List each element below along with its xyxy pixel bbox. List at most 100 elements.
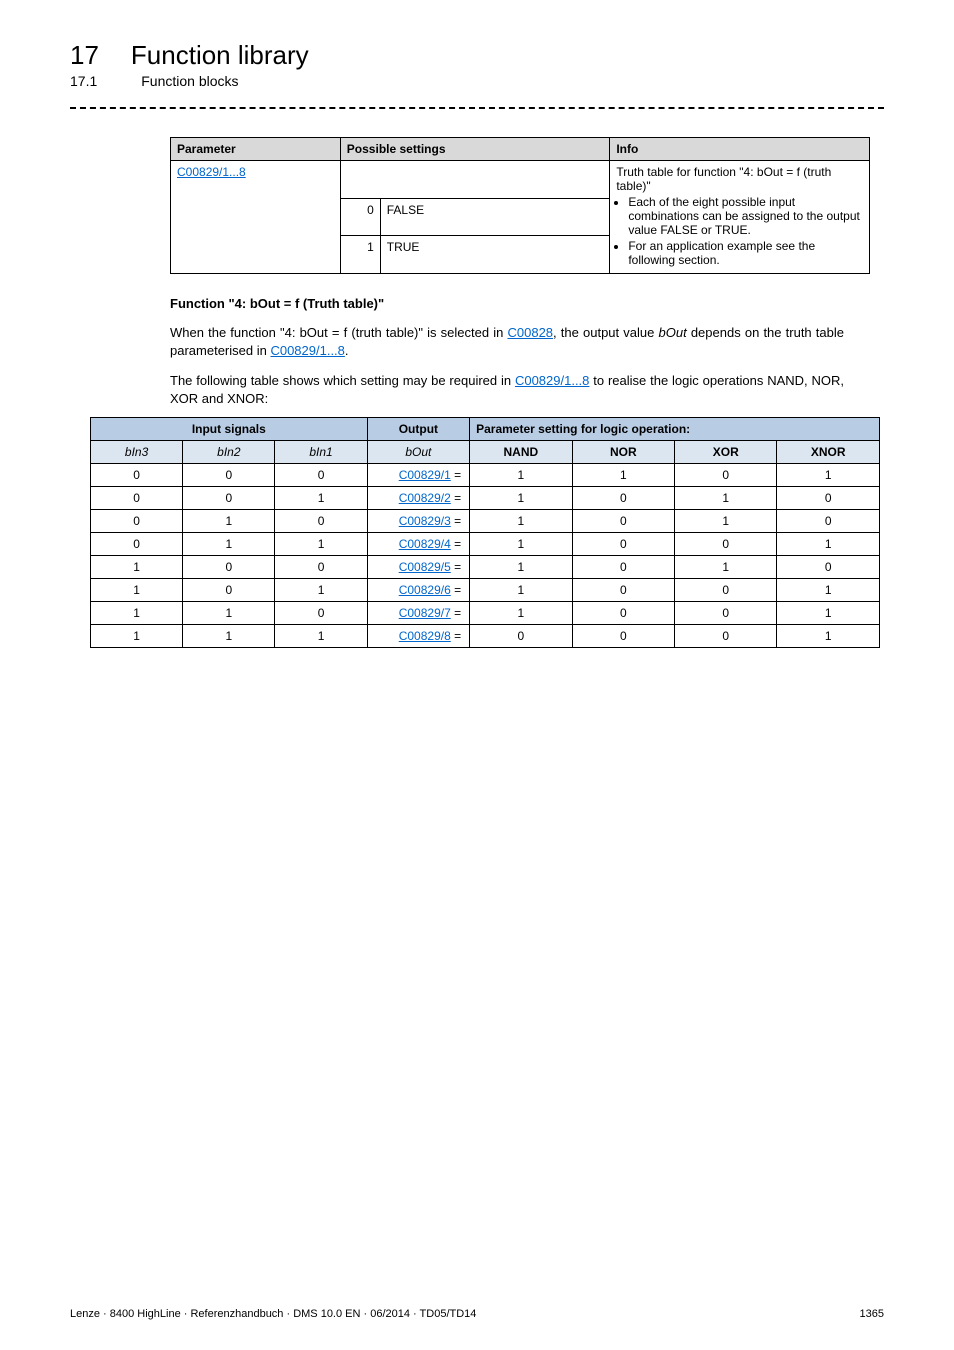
cell: 1 [91, 556, 183, 579]
setting-num: 1 [340, 236, 380, 274]
output-param-link[interactable]: C00829/8 [399, 629, 451, 643]
cell: 1 [183, 602, 275, 625]
cell: 1 [470, 602, 572, 625]
table-row: 100C00829/5 =1010 [91, 556, 880, 579]
cell: 0 [777, 556, 880, 579]
group-header-output: Output [367, 418, 469, 441]
cell: 0 [572, 602, 674, 625]
col-header-xor: XOR [675, 441, 777, 464]
footer-page-number: 1365 [860, 1308, 884, 1320]
cell: 0 [777, 510, 880, 533]
cell: 1 [470, 510, 572, 533]
cell: 0 [275, 602, 367, 625]
param-th-parameter: Parameter [171, 138, 341, 161]
text: . [345, 343, 349, 358]
text: The following table shows which setting … [170, 373, 515, 388]
cell: 0 [572, 625, 674, 648]
output-param-link[interactable]: C00829/2 [399, 491, 451, 505]
page-footer: Lenze · 8400 HighLine · Referenzhandbuch… [70, 1308, 884, 1320]
group-header-inputs: Input signals [91, 418, 368, 441]
output-suffix: = [451, 537, 461, 551]
cell: 1 [572, 464, 674, 487]
chapter-title: Function library [131, 40, 309, 71]
cell: 0 [572, 510, 674, 533]
param-link-c00828[interactable]: C00828 [507, 325, 553, 340]
table-row: 110C00829/7 =1001 [91, 602, 880, 625]
cell: 1 [777, 464, 880, 487]
output-cell: C00829/4 = [367, 533, 469, 556]
output-param-link[interactable]: C00829/5 [399, 560, 451, 574]
cell: 1 [470, 487, 572, 510]
sub-heading: 17.1 Function blocks [70, 73, 884, 89]
cell: 0 [183, 556, 275, 579]
setting-label: FALSE [380, 198, 610, 236]
body-paragraph: The following table shows which setting … [170, 372, 844, 407]
output-suffix: = [451, 560, 461, 574]
cell: 1 [91, 602, 183, 625]
cell: 1 [675, 510, 777, 533]
output-cell: C00829/2 = [367, 487, 469, 510]
cell: 1 [675, 487, 777, 510]
col-header-bout: bOut [367, 441, 469, 464]
param-link-c00829[interactable]: C00829/1...8 [177, 165, 246, 179]
cell: 1 [275, 579, 367, 602]
output-param-link[interactable]: C00829/4 [399, 537, 451, 551]
separator-dashes [70, 107, 884, 109]
setting-label: TRUE [380, 236, 610, 274]
footer-left: Lenze · 8400 HighLine · Referenzhandbuch… [70, 1308, 476, 1320]
output-suffix: = [451, 491, 461, 505]
cell: 0 [275, 464, 367, 487]
output-cell: C00829/1 = [367, 464, 469, 487]
param-link-c00829-1-8[interactable]: C00829/1...8 [270, 343, 344, 358]
info-item: Each of the eight possible input combina… [628, 195, 863, 237]
cell: 0 [275, 510, 367, 533]
cell: 0 [91, 533, 183, 556]
chapter-number: 17 [70, 40, 99, 71]
body-paragraph: When the function "4: bOut = f (truth ta… [170, 324, 844, 359]
col-header-bin1: bIn1 [275, 441, 367, 464]
cell: 0 [572, 556, 674, 579]
col-header-nor: NOR [572, 441, 674, 464]
cell: 1 [777, 579, 880, 602]
cell: 0 [675, 602, 777, 625]
output-param-link[interactable]: C00829/3 [399, 514, 451, 528]
cell: 0 [183, 464, 275, 487]
cell: 0 [572, 579, 674, 602]
output-param-link[interactable]: C00829/1 [399, 468, 451, 482]
col-header-bin2: bIn2 [183, 441, 275, 464]
cell: 0 [91, 487, 183, 510]
output-suffix: = [451, 514, 461, 528]
cell: 1 [777, 533, 880, 556]
cell: 0 [675, 464, 777, 487]
output-cell: C00829/5 = [367, 556, 469, 579]
param-th-info: Info [610, 138, 870, 161]
output-cell: C00829/8 = [367, 625, 469, 648]
info-title: Truth table for function "4: bOut = f (t… [616, 165, 831, 193]
output-cell: C00829/3 = [367, 510, 469, 533]
output-param-link[interactable]: C00829/6 [399, 583, 451, 597]
parameter-table: Parameter Possible settings Info C00829/… [170, 137, 870, 274]
cell: 0 [183, 579, 275, 602]
cell: 0 [572, 487, 674, 510]
sub-number: 17.1 [70, 73, 97, 89]
cell: 0 [470, 625, 572, 648]
cell: 1 [275, 487, 367, 510]
cell: 0 [91, 510, 183, 533]
cell: 0 [275, 556, 367, 579]
group-header-params: Parameter setting for logic operation: [470, 418, 880, 441]
output-suffix: = [451, 468, 461, 482]
info-list: Each of the eight possible input combina… [616, 195, 863, 267]
table-row: 000C00829/1 =1101 [91, 464, 880, 487]
logic-table: Input signals Output Parameter setting f… [90, 417, 880, 648]
cell: 1 [91, 579, 183, 602]
cell: 1 [91, 625, 183, 648]
chapter-heading: 17 Function library [70, 40, 884, 71]
info-item: For an application example see the follo… [628, 239, 863, 267]
param-link-c00829-1-8[interactable]: C00829/1...8 [515, 373, 589, 388]
output-suffix: = [451, 629, 461, 643]
output-param-link[interactable]: C00829/7 [399, 606, 451, 620]
text: , the output value [553, 325, 658, 340]
setting-num: 0 [340, 198, 380, 236]
text: When the function "4: bOut = f (truth ta… [170, 325, 507, 340]
param-th-settings: Possible settings [340, 138, 610, 161]
